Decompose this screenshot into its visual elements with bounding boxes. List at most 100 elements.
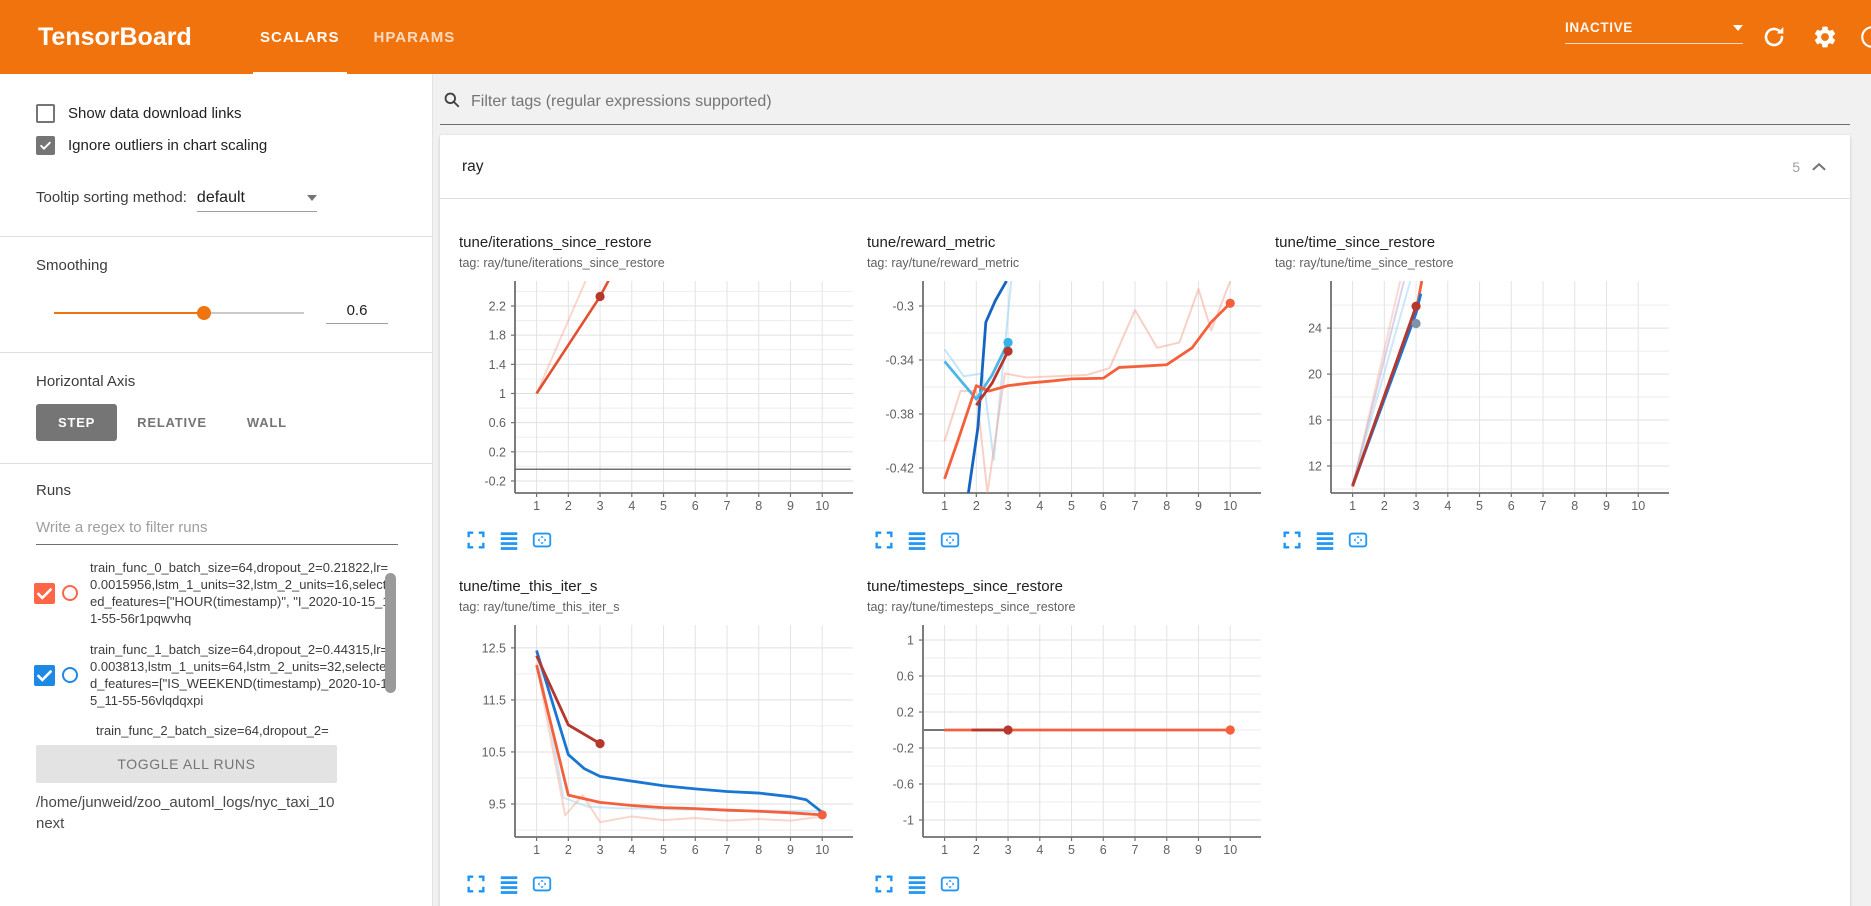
chart-toolbar: [465, 529, 865, 551]
svg-text:4: 4: [628, 843, 635, 857]
tab-hparams[interactable]: HPARAMS: [373, 29, 456, 46]
chart-plot[interactable]: 2.2 1.8 1.4 1 0.6 0.2 -0.2 1 2 3 4 5 6 7 8 9 10: [457, 273, 861, 523]
svg-text:8: 8: [755, 843, 762, 857]
smoothing-label: Smoothing: [36, 257, 108, 274]
svg-text:9: 9: [1603, 499, 1610, 513]
chart-card: tune/reward_metric tag: ray/tune/reward_m…: [865, 233, 1273, 551]
tab-scalars[interactable]: SCALARS: [243, 0, 357, 74]
svg-text:2: 2: [565, 499, 572, 513]
reload-icon[interactable]: [1761, 24, 1787, 50]
app-title: TensorBoard: [38, 23, 192, 51]
svg-text:5: 5: [1068, 843, 1075, 857]
toggle-all-runs-button[interactable]: TOGGLE ALL RUNS: [36, 745, 337, 783]
final-value-dot: [595, 291, 605, 302]
svg-text:9: 9: [1195, 843, 1202, 857]
fit-domain-icon[interactable]: [939, 529, 961, 551]
tag-filter-input[interactable]: [471, 93, 1850, 111]
series-line: [535, 663, 823, 824]
chart-plot[interactable]: -0.3 -0.34 -0.38 -0.42 1 2 3 4 5 6 7 8 9 10: [865, 273, 1269, 523]
log-directory-path: /home/junweid/zoo_automl_logs/nyc_taxi_1…: [36, 794, 335, 832]
svg-text:5: 5: [660, 843, 667, 857]
run-radio[interactable]: [62, 585, 78, 601]
series-line: [535, 281, 587, 394]
svg-text:2.2: 2.2: [489, 300, 506, 314]
help-icon[interactable]: [1859, 24, 1871, 50]
chart-plot[interactable]: 1 0.6 0.2 -0.2 -0.6 -1 1 2 3 4 5 6 7 8 9 10: [865, 617, 1269, 867]
svg-text:3: 3: [597, 499, 604, 513]
runs-list-icon[interactable]: [906, 529, 928, 551]
svg-text:-0.3: -0.3: [892, 299, 914, 313]
runs-filter-input[interactable]: [36, 515, 398, 545]
run-radio[interactable]: [62, 667, 78, 683]
svg-text:2: 2: [1381, 499, 1388, 513]
slider-thumb[interactable]: [197, 306, 211, 320]
tag-group-title: ray: [462, 157, 484, 175]
runs-list-icon[interactable]: [498, 873, 520, 895]
svg-text:0.2: 0.2: [489, 445, 506, 459]
horizontal-axis-label: Horizontal Axis: [36, 373, 136, 390]
tag-group-count: 5: [1792, 158, 1800, 175]
axis-option-relative[interactable]: RELATIVE: [137, 415, 207, 430]
runs-list-icon[interactable]: [498, 529, 520, 551]
final-value-dot: [1003, 725, 1013, 735]
chevron-up-icon[interactable]: [1808, 156, 1830, 178]
chart-plot[interactable]: 12.5 11.5 10.5 9.5 1 2 3 4 5 6 7 8 9 10: [457, 617, 861, 867]
series-line: [535, 664, 823, 817]
checkbox[interactable]: [36, 136, 55, 155]
svg-text:-0.38: -0.38: [886, 408, 915, 422]
chart-title: tune/time_since_restore: [1275, 234, 1436, 251]
reload-status-select[interactable]: INACTIVE: [1565, 20, 1743, 44]
checkbox[interactable]: [36, 104, 55, 123]
fit-domain-icon[interactable]: [939, 873, 961, 895]
axis-option-step[interactable]: STEP: [36, 404, 118, 441]
axis-option-wall[interactable]: WALL: [246, 415, 287, 430]
expand-icon[interactable]: [1281, 529, 1303, 551]
svg-text:1.4: 1.4: [489, 358, 506, 372]
series-line: [966, 281, 1008, 493]
svg-text:5: 5: [1476, 499, 1483, 513]
checkbox-label: Show data download links: [68, 105, 242, 122]
svg-text:1: 1: [941, 499, 948, 513]
chart-title: tune/time_this_iter_s: [459, 578, 598, 595]
svg-text:10: 10: [815, 843, 829, 857]
header-actions: INACTIVE: [1511, 0, 1871, 74]
svg-text:8: 8: [1163, 843, 1170, 857]
svg-text:1.8: 1.8: [489, 329, 506, 343]
svg-text:0.6: 0.6: [489, 416, 506, 430]
fit-domain-icon[interactable]: [531, 529, 553, 551]
run-checkbox[interactable]: [34, 582, 55, 604]
fit-domain-icon[interactable]: [1347, 529, 1369, 551]
chart-toolbar: [873, 873, 1273, 895]
run-item-partial: train_func_2_batch_size=64,dropout_2=: [96, 723, 329, 738]
expand-icon[interactable]: [465, 873, 487, 895]
svg-text:9: 9: [787, 843, 794, 857]
divider: [0, 463, 432, 464]
smoothing-slider[interactable]: [54, 306, 304, 320]
svg-text:-0.2: -0.2: [484, 474, 506, 488]
runs-list-icon[interactable]: [906, 873, 928, 895]
tag-group-header[interactable]: ray 5: [440, 135, 1850, 199]
tag-filter-row: [440, 90, 1850, 125]
svg-text:7: 7: [1132, 843, 1139, 857]
runs-scrollbar[interactable]: [385, 573, 396, 693]
tag-group-card: ray 5 tune/iterations_since_restore tag: …: [440, 135, 1850, 906]
expand-icon[interactable]: [465, 529, 487, 551]
tooltip-sorting-select[interactable]: default: [196, 189, 317, 212]
runs-list-icon[interactable]: [1314, 529, 1336, 551]
search-icon: [442, 90, 461, 114]
svg-text:8: 8: [755, 499, 762, 513]
expand-icon[interactable]: [873, 529, 895, 551]
smoothing-value[interactable]: 0.6: [326, 302, 388, 324]
gear-icon[interactable]: [1812, 24, 1838, 50]
divider: [0, 352, 432, 353]
svg-text:0.2: 0.2: [897, 706, 914, 720]
svg-text:4: 4: [1036, 843, 1043, 857]
fit-domain-icon[interactable]: [531, 873, 553, 895]
svg-text:5: 5: [1068, 499, 1075, 513]
run-checkbox[interactable]: [34, 664, 55, 686]
series-line: [943, 281, 1232, 493]
svg-text:5: 5: [660, 499, 667, 513]
expand-icon[interactable]: [873, 873, 895, 895]
chart-tag: tag: ray/tune/time_this_iter_s: [459, 600, 620, 614]
